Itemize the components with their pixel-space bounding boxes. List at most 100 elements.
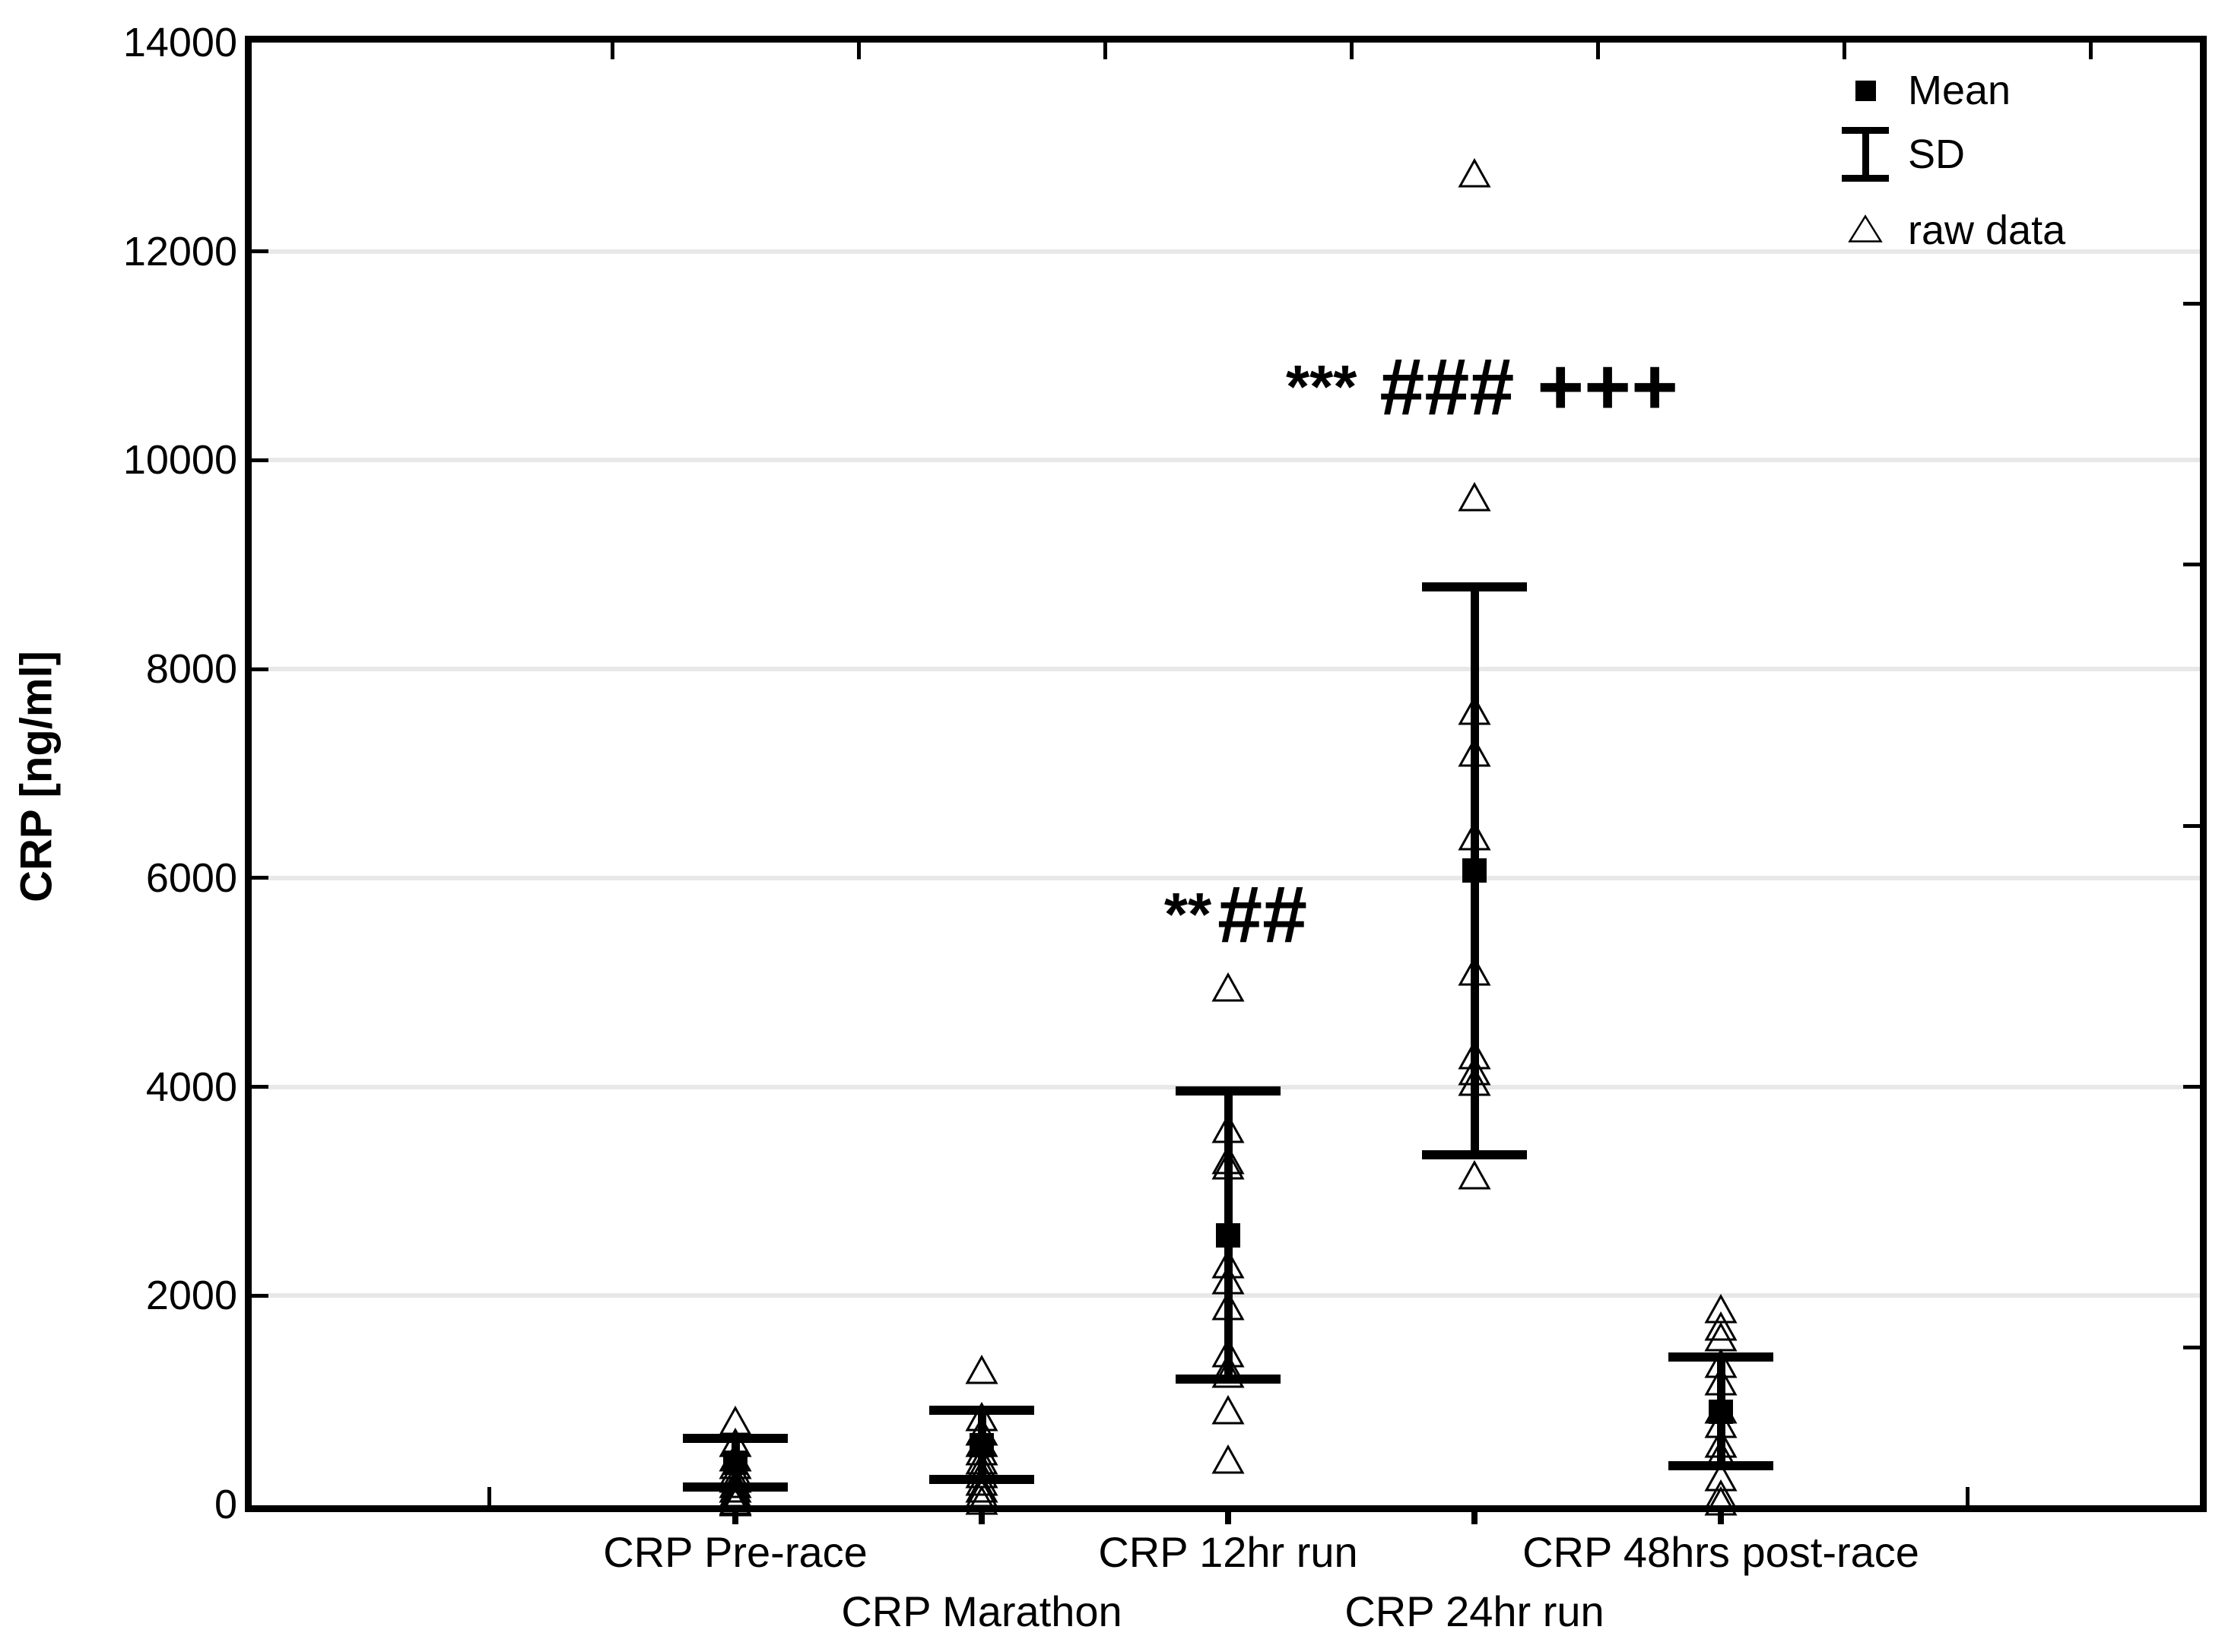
raw-data-triangle — [719, 1406, 752, 1440]
y-tick-label: 14000 — [122, 20, 237, 65]
raw-data-triangle — [1704, 1409, 1738, 1443]
gridline — [252, 667, 2200, 672]
filled-square-icon — [1812, 64, 1919, 117]
x-tick-label: CRP Marathon — [841, 1587, 1122, 1635]
filled-square-icon — [1855, 80, 1876, 101]
raw-data-triangle — [1458, 1055, 1491, 1090]
gridline — [252, 249, 2200, 254]
raw-data-triangle — [1704, 1294, 1738, 1328]
raw-data-triangle — [1211, 1113, 1245, 1148]
y-tick-label: 10000 — [122, 437, 237, 484]
x-axis-edge-tick — [1965, 1487, 1969, 1505]
y-tick-label: 6000 — [145, 855, 237, 901]
x-axis-boundary-tick — [2088, 43, 2093, 59]
mean-marker — [1216, 1222, 1240, 1248]
sd-cap — [929, 1406, 1034, 1416]
x-axis-boundary-tick — [1103, 43, 1107, 59]
raw-data-triangle — [1211, 1353, 1245, 1387]
error-bar-icon — [1842, 127, 1889, 182]
y-tick-label: 0 — [214, 1482, 237, 1527]
x-axis-boundary-tick — [1595, 43, 1600, 59]
gridline — [252, 875, 2200, 880]
sd-cap — [1176, 1375, 1281, 1384]
x-axis-boundary-tick — [1349, 43, 1354, 59]
raw-data-triangle — [1704, 1348, 1738, 1383]
y-tick-label: 12000 — [122, 228, 237, 274]
significance-symbol: *** — [1286, 353, 1357, 421]
raw-data-triangle — [1458, 820, 1491, 855]
x-axis-boundary-tick — [856, 43, 861, 59]
raw-data-triangle — [719, 1473, 752, 1508]
legend-row: raw data — [1812, 204, 2208, 257]
x-tick-label: CRP 12hr run — [1098, 1528, 1358, 1576]
sd-cap — [683, 1434, 788, 1444]
raw-data-triangle — [1458, 956, 1491, 991]
y-axis-tick — [252, 667, 268, 671]
raw-data-triangle — [1458, 1066, 1491, 1101]
sd-cap — [1176, 1086, 1281, 1096]
x-tick-label: CRP Pre-race — [603, 1528, 868, 1576]
y-axis-tick — [252, 1085, 268, 1089]
x-axis-category-tick — [1225, 1512, 1231, 1524]
y-tick-label: 8000 — [145, 646, 237, 693]
x-axis-category-tick — [1471, 1512, 1478, 1524]
mean-marker — [970, 1432, 994, 1457]
legend-label: SD — [1908, 132, 1966, 177]
significance-annotation: *** ### +++ — [1286, 347, 1678, 427]
y-tick-label: 4000 — [145, 1064, 237, 1110]
raw-data-triangle — [1704, 1479, 1738, 1514]
y-axis-minor-tick — [2183, 301, 2200, 306]
x-axis-edge-tick — [487, 1487, 491, 1505]
x-axis-boundary-tick — [610, 43, 614, 59]
x-axis-category-tick — [1718, 1512, 1724, 1524]
significance-annotation: ** ## — [1164, 874, 1307, 955]
raw-data-triangle — [965, 1466, 998, 1501]
y-axis-title: CRP [ng/ml] — [11, 651, 62, 902]
raw-data-triangle — [719, 1477, 752, 1512]
open-triangle-icon — [1848, 214, 1883, 247]
y-axis-minor-tick — [2183, 1085, 2200, 1089]
y-axis-minor-tick — [2183, 563, 2200, 567]
raw-data-triangle — [965, 1477, 998, 1512]
gridline — [252, 458, 2200, 463]
y-axis-tick — [252, 876, 268, 880]
x-tick-label: CRP 24hr run — [1344, 1587, 1604, 1635]
mean-marker — [723, 1451, 747, 1476]
legend-label: raw data — [1908, 208, 2066, 253]
raw-data-triangle — [965, 1473, 998, 1508]
raw-data-triangle — [1211, 1337, 1245, 1372]
significance-symbol: ** — [1163, 880, 1212, 948]
sd-cap — [1422, 582, 1527, 591]
raw-data-triangle — [1211, 1149, 1245, 1184]
mean-marker — [1709, 1399, 1733, 1424]
error-bar-stem — [1862, 127, 1869, 182]
raw-data-triangle — [1211, 1249, 1245, 1283]
x-axis-boundary-tick — [1842, 43, 1846, 59]
significance-symbol: ### — [1379, 342, 1515, 433]
raw-data-triangle — [719, 1482, 752, 1516]
raw-data-triangle — [965, 1354, 998, 1389]
mean-marker — [1462, 858, 1487, 883]
raw-data-triangle — [1458, 1160, 1491, 1194]
raw-data-triangle — [1211, 1444, 1245, 1479]
raw-data-triangle — [1458, 696, 1491, 730]
raw-data-triangle — [1704, 1311, 1738, 1346]
legend-row: Mean — [1812, 64, 2208, 117]
y-axis-tick — [252, 1293, 268, 1298]
y-axis-tick — [252, 458, 268, 462]
raw-data-triangle — [1458, 481, 1491, 516]
raw-data-triangle — [1211, 1290, 1245, 1325]
raw-data-triangle — [1211, 972, 1245, 1007]
raw-data-triangle — [1211, 1144, 1245, 1179]
raw-data-triangle — [1211, 1359, 1245, 1393]
raw-data-triangle — [965, 1445, 998, 1479]
raw-data-triangle — [1458, 737, 1491, 772]
legend-label: Mean — [1908, 68, 2011, 113]
raw-data-triangle — [1704, 1365, 1738, 1400]
sd-cap — [1422, 1149, 1527, 1159]
y-axis-minor-tick — [2183, 823, 2200, 828]
y-axis-tick — [252, 249, 268, 254]
y-tick-label: 2000 — [145, 1273, 237, 1319]
sd-cap — [1668, 1352, 1773, 1362]
